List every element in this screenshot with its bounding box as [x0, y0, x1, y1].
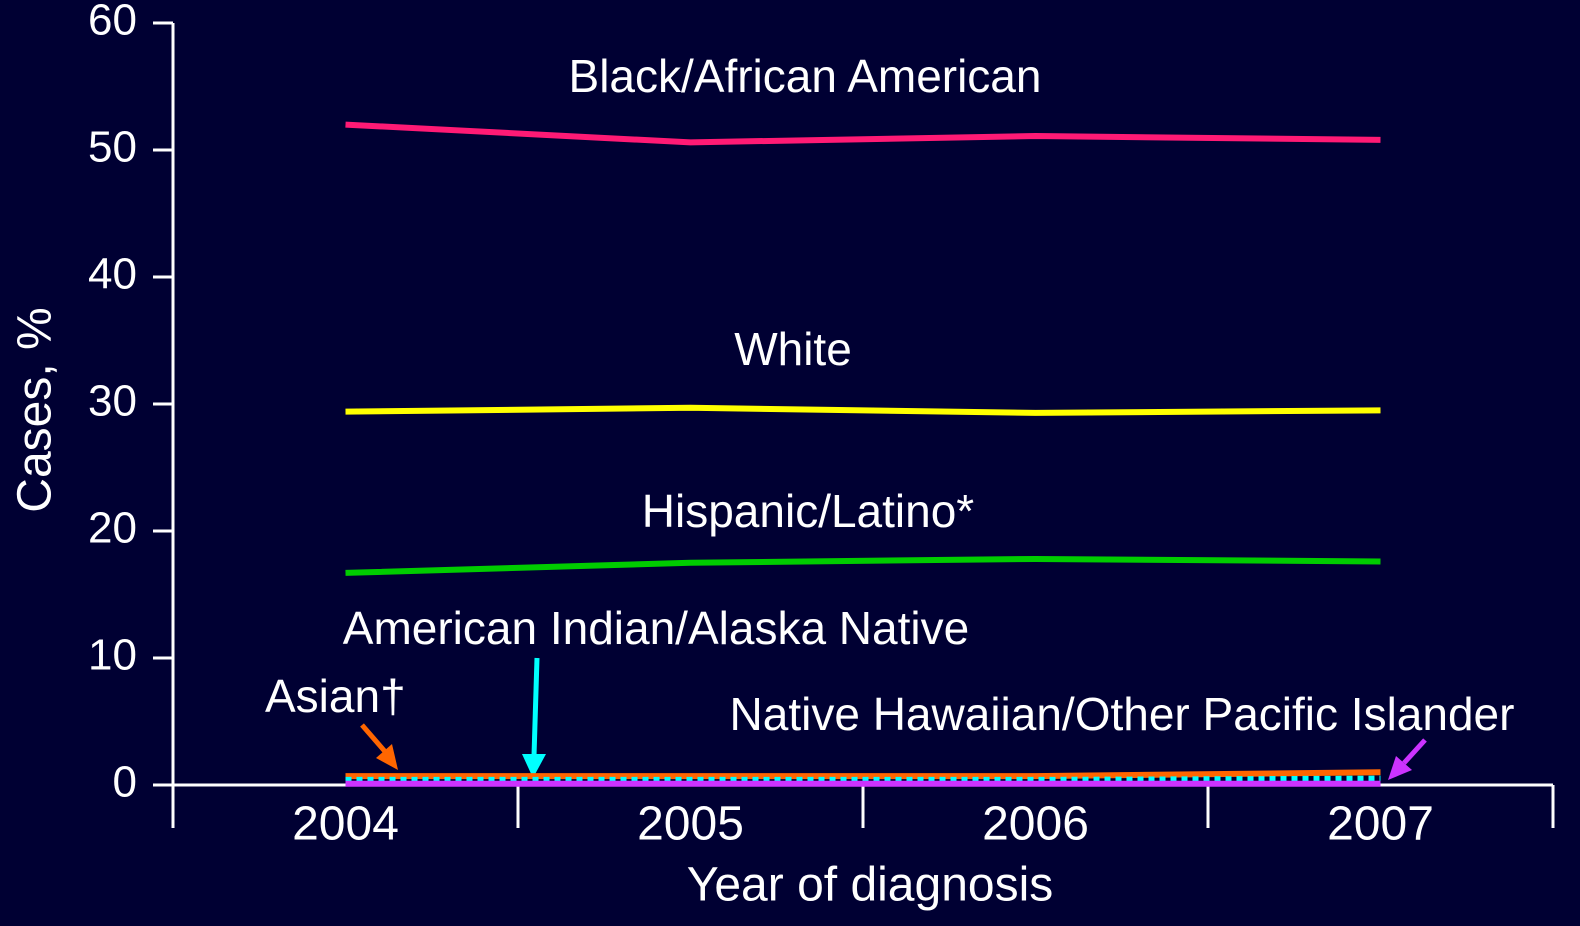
arrow-head	[522, 754, 546, 778]
arrow-head	[376, 744, 398, 770]
series-line	[345, 404, 1381, 416]
series-label: Asian†	[265, 670, 406, 722]
y-tick-label: 20	[88, 504, 137, 553]
series-label: White	[734, 323, 852, 375]
arrow	[1402, 738, 1427, 765]
series-line	[345, 769, 1381, 780]
y-tick-label: 0	[113, 758, 137, 807]
arrows	[360, 657, 1427, 780]
series-line	[345, 121, 1381, 146]
x-tick-label: 2007	[1327, 798, 1434, 851]
y-axis-title: Cases, %	[9, 307, 62, 512]
y-tick-label: 60	[88, 0, 137, 45]
y-tick-label: 30	[88, 377, 137, 426]
arrow	[531, 657, 540, 757]
series-line	[345, 775, 1381, 783]
series-label: American Indian/Alaska Native	[343, 602, 969, 654]
arrow-head	[1388, 756, 1412, 780]
y-tick-label: 10	[88, 631, 137, 680]
x-axis-title: Year of diagnosis	[687, 859, 1054, 912]
arrow	[360, 723, 390, 757]
x-tick-label: 2005	[637, 798, 744, 851]
series-label: Native Hawaiian/Other Pacific Islander	[730, 688, 1515, 740]
series-line	[345, 555, 1381, 576]
y-tick-label: 40	[88, 250, 137, 299]
series-label: Black/African American	[569, 50, 1042, 102]
series-label: Hispanic/Latino*	[642, 485, 975, 537]
y-tick-label: 50	[88, 123, 137, 172]
x-tick-label: 2004	[292, 798, 399, 851]
x-tick-label: 2006	[982, 798, 1089, 851]
